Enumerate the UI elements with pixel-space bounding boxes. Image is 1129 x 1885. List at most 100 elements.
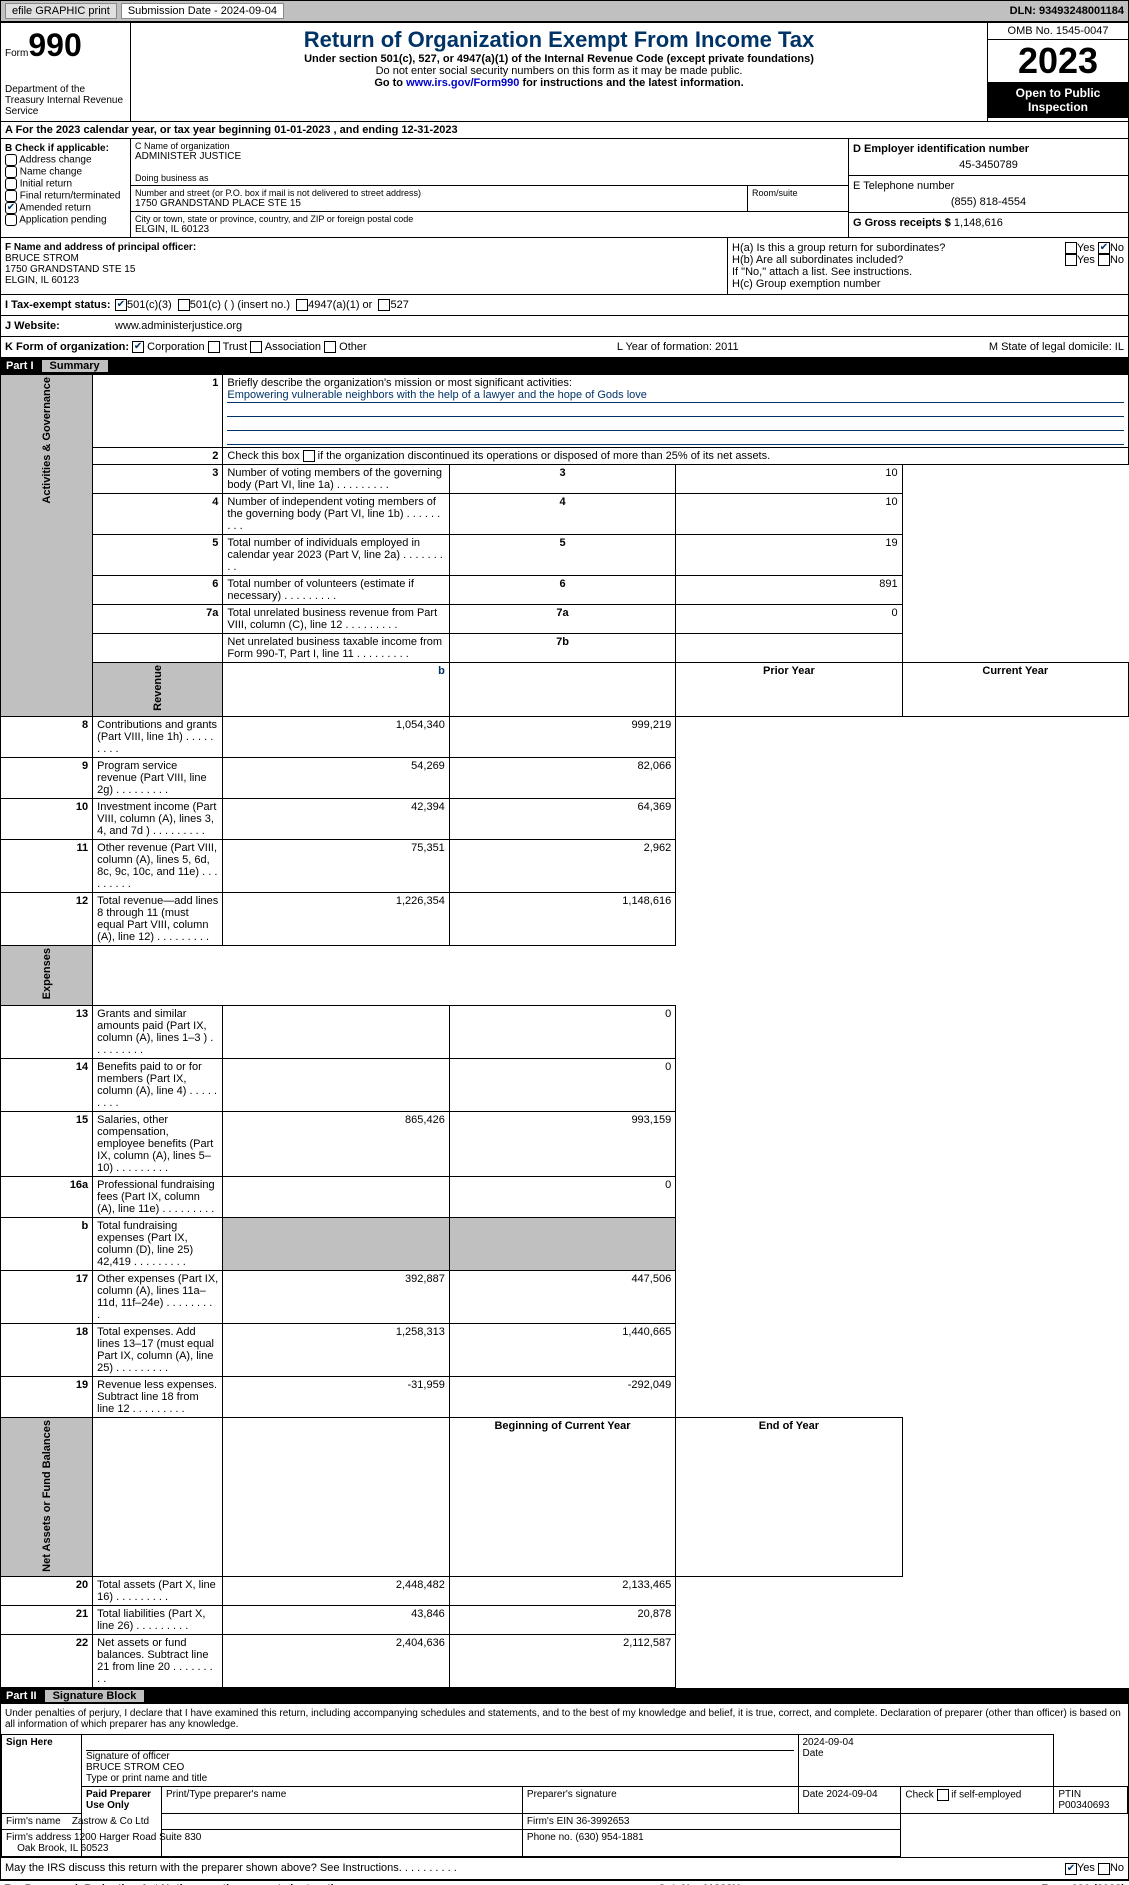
footer-right: Form 990 (2023) bbox=[1041, 1883, 1125, 1885]
summary-table: Activities & Governance 1 Briefly descri… bbox=[0, 374, 1129, 1688]
website-link[interactable]: www.administerjustice.org bbox=[115, 320, 242, 332]
cb-527[interactable] bbox=[378, 299, 390, 311]
org-city: ELGIN, IL 60123 bbox=[135, 224, 844, 235]
section-bc: B Check if applicable: Address change Na… bbox=[0, 139, 1129, 238]
row-a-period: A For the 2023 calendar year, or tax yea… bbox=[0, 122, 1129, 139]
side-netassets: Net Assets or Fund Balances bbox=[41, 1420, 53, 1572]
col-c-org-info: C Name of organizationADMINISTER JUSTICE… bbox=[131, 139, 848, 237]
year-formation: L Year of formation: 2011 bbox=[617, 341, 739, 353]
dln: DLN: 93493248001184 bbox=[1010, 5, 1124, 17]
addr-label: Number and street (or P.O. box if mail i… bbox=[135, 188, 743, 198]
cb-app-pending[interactable]: Application pending bbox=[5, 214, 126, 226]
room-label: Room/suite bbox=[752, 188, 844, 198]
side-revenue: Revenue bbox=[152, 665, 164, 711]
sig-date: 2024-09-04 bbox=[803, 1737, 854, 1748]
gross-label: G Gross receipts $ bbox=[853, 217, 951, 229]
type-name-label: Type or print name and title bbox=[86, 1773, 207, 1784]
ssn-note: Do not enter social security numbers on … bbox=[135, 65, 983, 77]
efile-button[interactable]: efile GRAPHIC print bbox=[5, 3, 117, 19]
mission-text: Empowering vulnerable neighbors with the… bbox=[227, 389, 1124, 403]
omb-number: OMB No. 1545-0047 bbox=[988, 23, 1128, 40]
discuss-label: May the IRS discuss this return with the… bbox=[5, 1862, 457, 1874]
cb-assoc[interactable] bbox=[250, 341, 262, 353]
beg-year-header: Beginning of Current Year bbox=[449, 1417, 675, 1577]
prep-self-employed: Check if self-employed bbox=[901, 1787, 1054, 1814]
col-b-title: B Check if applicable: bbox=[5, 143, 126, 154]
firm-city: Oak Brook, IL 60523 bbox=[17, 1843, 108, 1854]
cb-other[interactable] bbox=[324, 341, 336, 353]
cb-501c[interactable] bbox=[178, 299, 190, 311]
part2-header: Part IISignature Block bbox=[0, 1688, 1129, 1704]
col-b-checkboxes: B Check if applicable: Address change Na… bbox=[1, 139, 131, 237]
prep-sig-label: Preparer's signature bbox=[522, 1787, 798, 1814]
row-fh: F Name and address of principal officer:… bbox=[0, 238, 1129, 295]
city-label: City or town, state or province, country… bbox=[135, 214, 844, 224]
prep-name-label: Print/Type preparer's name bbox=[162, 1787, 523, 1814]
website-row: J Website: www.administerjustice.org bbox=[0, 316, 1129, 337]
firm-name: Zastrow & Co Ltd bbox=[72, 1816, 149, 1827]
cb-discuss-no[interactable] bbox=[1098, 1863, 1110, 1875]
prep-date: Date 2024-09-04 bbox=[798, 1787, 901, 1814]
form990-link[interactable]: www.irs.gov/Form990 bbox=[406, 77, 519, 89]
ein-value: 45-3450789 bbox=[853, 159, 1124, 171]
state-domicile: M State of legal domicile: IL bbox=[989, 341, 1124, 353]
hb-note: If "No," attach a list. See instructions… bbox=[732, 266, 1124, 278]
phone-value: (855) 818-4554 bbox=[853, 196, 1124, 208]
officer-sig-name: BRUCE STROM CEO bbox=[86, 1762, 184, 1773]
phone-label: E Telephone number bbox=[853, 180, 954, 192]
org-address: 1750 GRANDSTAND PLACE STE 15 bbox=[135, 198, 743, 209]
korg-row: K Form of organization: Corporation Trus… bbox=[0, 337, 1129, 358]
part1-header: Part ISummary bbox=[0, 358, 1129, 374]
officer-label: F Name and address of principal officer: bbox=[5, 242, 196, 253]
tax-year: 2023 bbox=[988, 40, 1128, 82]
firm-addr: 1200 Harger Road Suite 830 bbox=[74, 1832, 201, 1843]
form-header: Form990 Department of the Treasury Inter… bbox=[0, 22, 1129, 122]
sign-here-label: Sign Here bbox=[2, 1735, 82, 1814]
cb-4947[interactable] bbox=[296, 299, 308, 311]
cb-name-change[interactable]: Name change bbox=[5, 166, 126, 178]
form-title: Return of Organization Exempt From Incom… bbox=[135, 27, 983, 53]
status-label: I Tax-exempt status: bbox=[5, 299, 115, 311]
ein-label: D Employer identification number bbox=[853, 143, 1029, 155]
website-label: J Website: bbox=[5, 320, 115, 332]
sig-officer-label: Signature of officer bbox=[86, 1751, 170, 1762]
cb-final-return[interactable]: Final return/terminated bbox=[5, 190, 126, 202]
page-footer: For Paperwork Reduction Act Notice, see … bbox=[0, 1880, 1129, 1885]
cb-501c3[interactable] bbox=[115, 299, 127, 311]
footer-mid: Cat. No. 11282Y bbox=[658, 1883, 740, 1885]
top-bar: efile GRAPHIC print Submission Date - 20… bbox=[0, 0, 1129, 22]
org-name-label: C Name of organization bbox=[135, 141, 844, 151]
form-subtitle: Under section 501(c), 527, or 4947(a)(1)… bbox=[135, 53, 983, 65]
curr-year-header: Current Year bbox=[902, 663, 1128, 717]
sig-declaration: Under penalties of perjury, I declare th… bbox=[1, 1704, 1128, 1734]
dba-label: Doing business as bbox=[135, 173, 844, 183]
ha-label: H(a) Is this a group return for subordin… bbox=[732, 242, 984, 254]
cb-amended-return[interactable]: Amended return bbox=[5, 202, 126, 214]
firm-ein: 36-3992653 bbox=[576, 1816, 629, 1827]
prior-year-header: Prior Year bbox=[676, 663, 902, 717]
dept-label: Department of the Treasury Internal Reve… bbox=[5, 84, 126, 117]
cb-initial-return[interactable]: Initial return bbox=[5, 178, 126, 190]
signature-block: Under penalties of perjury, I declare th… bbox=[0, 1704, 1129, 1879]
footer-left: For Paperwork Reduction Act Notice, see … bbox=[4, 1883, 356, 1885]
firm-phone: (630) 954-1881 bbox=[575, 1832, 643, 1843]
col-de: D Employer identification number 45-34507… bbox=[848, 139, 1128, 237]
ptin-value: P00340693 bbox=[1058, 1800, 1109, 1811]
cb-trust[interactable] bbox=[208, 341, 220, 353]
officer-name: BRUCE STROM bbox=[5, 253, 79, 264]
line2: Check this box if the organization disco… bbox=[223, 448, 1129, 465]
form-prefix: Form bbox=[5, 48, 28, 59]
side-governance: Activities & Governance bbox=[41, 377, 53, 504]
side-expenses: Expenses bbox=[41, 948, 53, 999]
line1-label: Briefly describe the organization's miss… bbox=[227, 377, 571, 389]
officer-addr1: 1750 GRANDSTAND STE 15 bbox=[5, 264, 135, 275]
goto-line: Go to www.irs.gov/Form990 for instructio… bbox=[135, 77, 983, 89]
cb-address-change[interactable]: Address change bbox=[5, 154, 126, 166]
end-year-header: End of Year bbox=[676, 1417, 902, 1577]
cb-discuss-yes[interactable] bbox=[1065, 1863, 1077, 1875]
officer-addr2: ELGIN, IL 60123 bbox=[5, 275, 79, 286]
cb-corp[interactable] bbox=[132, 341, 144, 353]
hc-label: H(c) Group exemption number bbox=[732, 278, 1124, 290]
tax-status-row: I Tax-exempt status: 501(c)(3) 501(c) ( … bbox=[0, 295, 1129, 316]
gross-value: 1,148,616 bbox=[954, 217, 1003, 229]
